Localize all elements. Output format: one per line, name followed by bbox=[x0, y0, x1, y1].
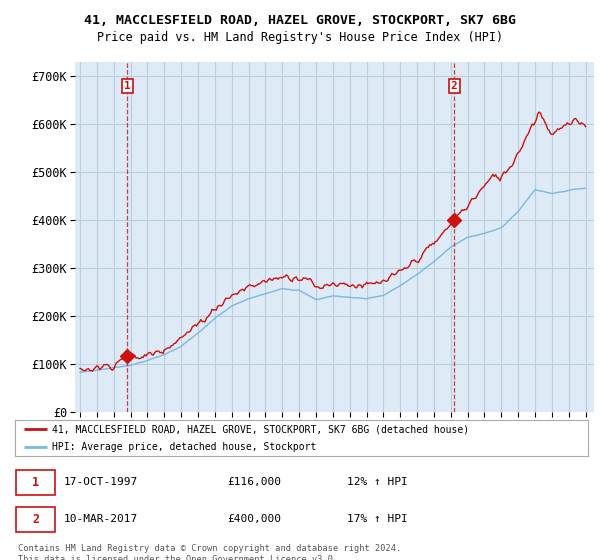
Text: Contains HM Land Registry data © Crown copyright and database right 2024.
This d: Contains HM Land Registry data © Crown c… bbox=[18, 544, 401, 560]
Text: 17% ↑ HPI: 17% ↑ HPI bbox=[347, 514, 408, 524]
Text: 12% ↑ HPI: 12% ↑ HPI bbox=[347, 477, 408, 487]
FancyBboxPatch shape bbox=[16, 507, 55, 532]
Text: £400,000: £400,000 bbox=[227, 514, 281, 524]
Text: Price paid vs. HM Land Registry's House Price Index (HPI): Price paid vs. HM Land Registry's House … bbox=[97, 31, 503, 44]
Text: 2: 2 bbox=[451, 81, 458, 91]
Text: 1: 1 bbox=[32, 476, 39, 489]
Text: 17-OCT-1997: 17-OCT-1997 bbox=[64, 477, 138, 487]
Text: HPI: Average price, detached house, Stockport: HPI: Average price, detached house, Stoc… bbox=[52, 442, 317, 452]
Text: £116,000: £116,000 bbox=[227, 477, 281, 487]
Text: 1: 1 bbox=[124, 81, 131, 91]
Text: 41, MACCLESFIELD ROAD, HAZEL GROVE, STOCKPORT, SK7 6BG (detached house): 41, MACCLESFIELD ROAD, HAZEL GROVE, STOC… bbox=[52, 424, 469, 434]
Text: 41, MACCLESFIELD ROAD, HAZEL GROVE, STOCKPORT, SK7 6BG: 41, MACCLESFIELD ROAD, HAZEL GROVE, STOC… bbox=[84, 14, 516, 27]
Text: 2: 2 bbox=[32, 513, 39, 526]
FancyBboxPatch shape bbox=[16, 470, 55, 495]
Text: 10-MAR-2017: 10-MAR-2017 bbox=[64, 514, 138, 524]
